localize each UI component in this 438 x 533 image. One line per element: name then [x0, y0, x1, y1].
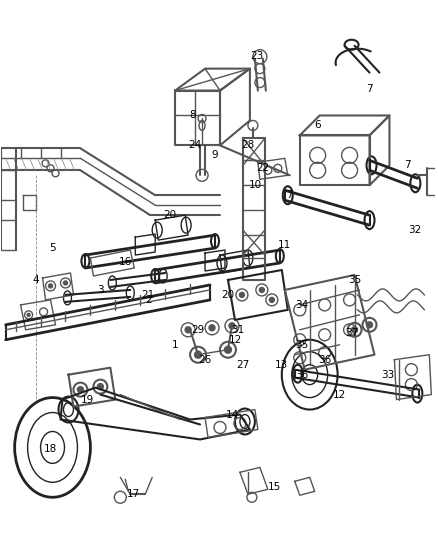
- Circle shape: [194, 351, 201, 358]
- Text: 8: 8: [189, 110, 195, 120]
- Circle shape: [209, 325, 215, 331]
- Circle shape: [27, 313, 30, 317]
- Text: 4: 4: [32, 275, 39, 285]
- Text: 9: 9: [212, 150, 218, 160]
- Circle shape: [367, 322, 372, 328]
- Text: 28: 28: [241, 140, 254, 150]
- Text: 7: 7: [404, 160, 411, 171]
- Circle shape: [185, 327, 191, 333]
- Text: 26: 26: [198, 354, 212, 365]
- Text: 23: 23: [250, 51, 264, 61]
- Text: 20: 20: [221, 290, 234, 300]
- Text: 1: 1: [172, 340, 178, 350]
- Text: 29: 29: [191, 325, 205, 335]
- Text: 35: 35: [295, 340, 308, 350]
- Text: 35: 35: [348, 275, 361, 285]
- Text: 18: 18: [44, 445, 57, 455]
- Circle shape: [97, 384, 103, 390]
- Text: 6: 6: [314, 120, 321, 131]
- Circle shape: [64, 281, 67, 285]
- Text: 10: 10: [248, 180, 261, 190]
- Text: 14: 14: [225, 409, 239, 419]
- Text: 5: 5: [49, 243, 56, 253]
- Text: 11: 11: [278, 240, 291, 250]
- Text: 37: 37: [345, 328, 358, 338]
- Text: 17: 17: [127, 489, 140, 499]
- Circle shape: [352, 327, 357, 333]
- Text: 7: 7: [366, 84, 373, 94]
- Text: 36: 36: [295, 370, 308, 379]
- Circle shape: [225, 346, 231, 353]
- Text: 21: 21: [141, 290, 155, 300]
- Text: 22: 22: [256, 163, 269, 173]
- Text: 24: 24: [188, 140, 202, 150]
- Text: 31: 31: [231, 325, 244, 335]
- Text: 32: 32: [408, 225, 421, 235]
- Circle shape: [259, 287, 265, 293]
- Circle shape: [78, 386, 83, 393]
- Text: 7: 7: [286, 190, 293, 200]
- Circle shape: [269, 297, 274, 302]
- Text: 20: 20: [163, 210, 177, 220]
- Text: 33: 33: [381, 370, 394, 379]
- Text: 27: 27: [236, 360, 250, 370]
- Text: 16: 16: [119, 257, 132, 267]
- Circle shape: [240, 293, 244, 297]
- Text: 12: 12: [333, 390, 346, 400]
- Text: 15: 15: [268, 482, 282, 492]
- Text: 12: 12: [228, 335, 242, 345]
- Text: 19: 19: [81, 394, 94, 405]
- Text: 2: 2: [145, 295, 152, 305]
- Text: 13: 13: [275, 360, 289, 370]
- Text: 3: 3: [97, 285, 104, 295]
- Circle shape: [49, 284, 53, 288]
- Text: 34: 34: [295, 300, 308, 310]
- Text: 36: 36: [318, 354, 331, 365]
- Circle shape: [229, 323, 235, 329]
